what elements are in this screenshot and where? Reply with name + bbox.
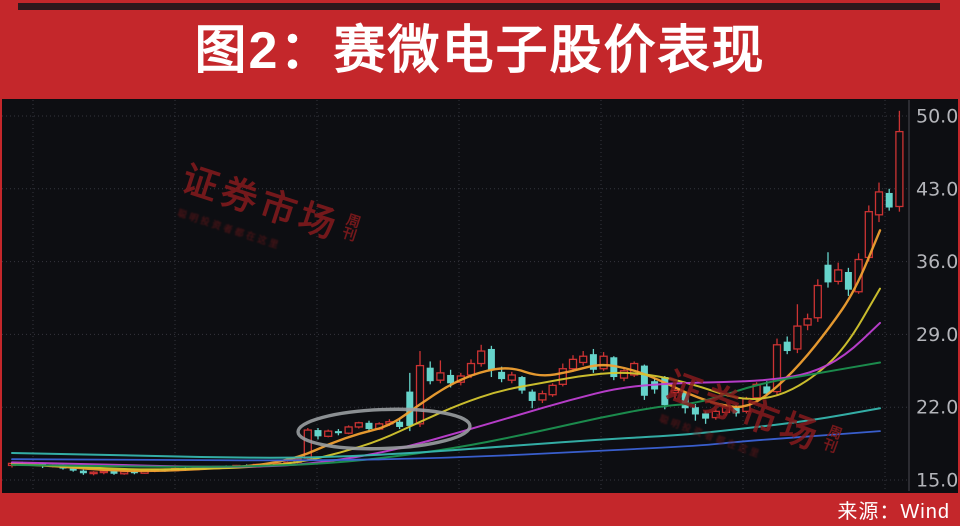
figure: 50.043.036.029.022.015.0 证券市场 周刊 聪明投资者都在… [0,0,960,526]
source-bar: 来源：Wind [0,493,960,526]
figure-title: 图2：赛微电子股价表现 [0,0,960,102]
y-axis-tick-label: 15.0 [916,470,958,492]
y-axis-tick-label: 43.0 [916,178,958,200]
candles [9,111,903,476]
annotation-ellipse [297,407,470,452]
y-axis-tick-label: 29.0 [916,324,958,346]
y-axis-tick-label: 36.0 [916,251,958,273]
ma-cyan [12,408,880,458]
y-axis-labels: 50.0 43.0 36.0 29.0 22.0 15.0 [916,106,958,492]
y-axis-tick-label: 22.0 [916,397,958,419]
ma-yellow [12,289,880,470]
ma-orange [12,230,880,471]
y-axis-tick-label: 50.0 [916,106,958,128]
moving-average-lines [12,230,880,471]
left-red-edge [0,0,2,526]
ma-magenta [12,323,880,467]
banner-top-stripe [18,3,940,10]
title-banner: 图2：赛微电子股价表现 [0,0,960,99]
source-label: 来源：Wind [837,495,960,524]
